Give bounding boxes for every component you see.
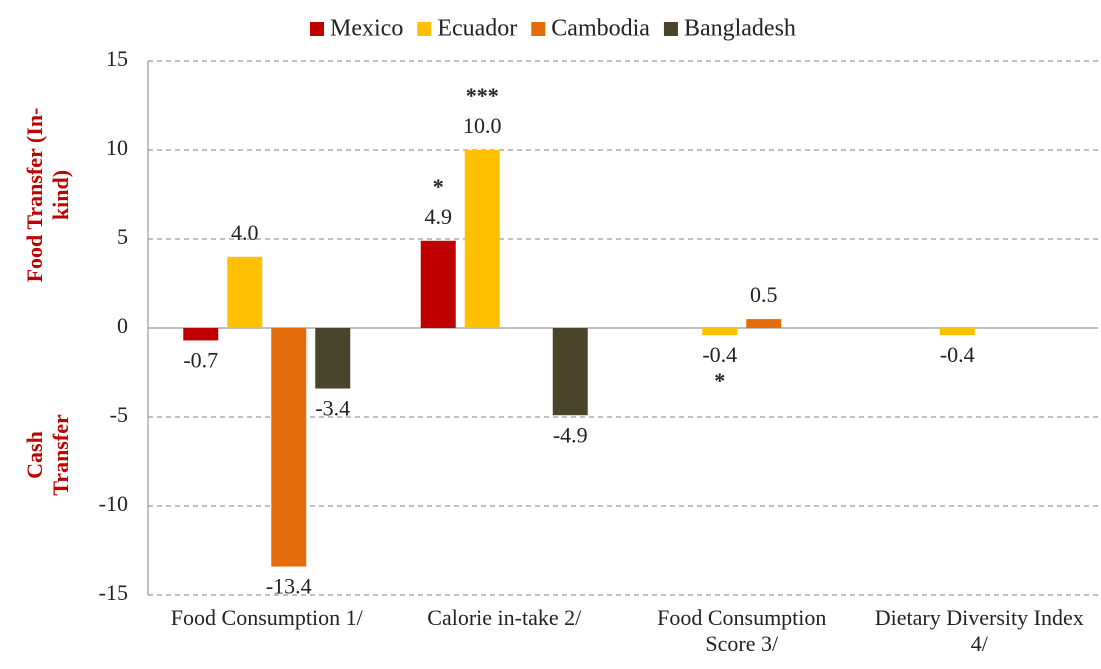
y-tick-label: -15: [99, 580, 128, 605]
legend-swatch: [663, 22, 678, 36]
bar: [271, 328, 307, 567]
legend-label: Ecuador: [437, 16, 517, 42]
y-tick-label: 10: [106, 135, 128, 160]
value-label: -0.4: [702, 342, 737, 367]
y-tick-label: 5: [117, 224, 128, 249]
y-tick-label: -5: [110, 402, 128, 427]
bar: [420, 240, 456, 328]
value-label: 4.9: [425, 204, 453, 229]
y-label-top: Food Transfer (In-kind): [22, 107, 73, 283]
bar: [227, 256, 263, 328]
legend-label: Cambodia: [551, 16, 650, 42]
y-tick-label: 15: [106, 46, 128, 71]
y-tick-label: 0: [117, 313, 128, 338]
significance: ***: [466, 83, 499, 108]
value-label: 0.5: [750, 282, 778, 307]
x-tick-label: Food Consumption Score 3/: [657, 605, 827, 656]
value-label: -0.7: [183, 348, 218, 373]
value-label: -3.4: [315, 396, 350, 421]
x-tick-label: Dietary Diversity Index 4/: [874, 605, 1084, 656]
bar: [939, 328, 975, 336]
bar: [183, 328, 219, 341]
x-tick-label: Food Consumption 1/: [170, 605, 363, 630]
x-tick-label: Calorie in-take 2/: [427, 605, 582, 630]
significance: *: [433, 174, 444, 199]
significance: *: [714, 368, 725, 393]
value-label: -4.9: [553, 422, 588, 447]
value-label: -13.4: [266, 574, 312, 599]
legend-label: Mexico: [330, 16, 403, 42]
value-label: -0.4: [940, 342, 975, 367]
bar: [552, 328, 588, 416]
legend-swatch: [417, 22, 432, 36]
bar: [315, 328, 351, 389]
bar: [702, 328, 738, 336]
bar: [464, 150, 500, 328]
legend-swatch: [531, 22, 546, 36]
y-tick-label: -10: [99, 491, 128, 516]
value-label: 4.0: [231, 220, 259, 245]
legend-swatch: [310, 22, 324, 36]
value-label: 10.0: [463, 113, 502, 138]
bar: [746, 319, 782, 328]
legend-label: Bangladesh: [684, 16, 796, 42]
y-label-bottom: Cash Transfer: [22, 414, 73, 496]
